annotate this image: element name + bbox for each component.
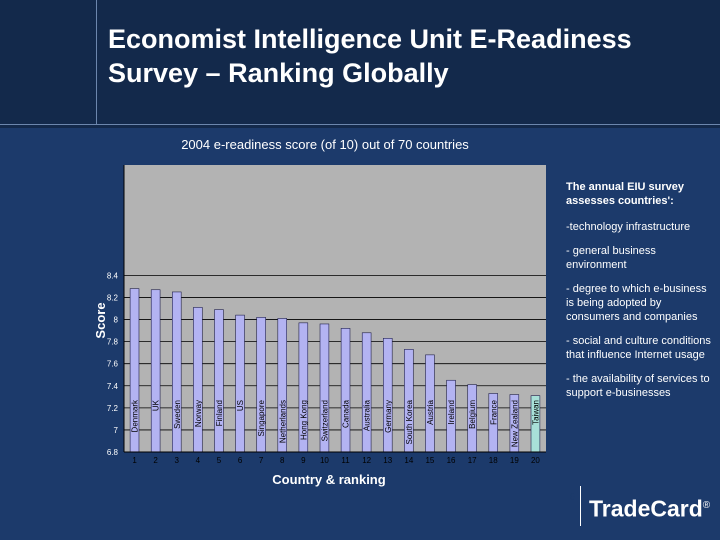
category-label: New Zealand [510, 400, 519, 447]
rank-label: 15 [425, 456, 434, 465]
category-label: Belgium [468, 400, 477, 429]
category-label: Denmark [131, 399, 140, 432]
category-label: South Korea [405, 399, 414, 444]
rank-label: 13 [383, 456, 392, 465]
category-label: UK [152, 399, 161, 411]
rank-label: 16 [447, 456, 456, 465]
category-label: Hong Kong [299, 400, 308, 440]
rank-label: 8 [280, 456, 285, 465]
rank-label: 3 [175, 456, 180, 465]
side-panel-item: - the availability of services to suppor… [566, 373, 710, 399]
category-label: Switzerland [320, 400, 329, 441]
y-axis-label: Score [93, 302, 108, 338]
bar [235, 314, 245, 453]
category-label: US [236, 400, 245, 411]
side-panel-item: - degree to which e-business is being ad… [566, 283, 707, 323]
slide-title: Economist Intelligence Unit E-Readiness … [108, 22, 708, 90]
side-panel-item: -technology infrastructure [566, 221, 691, 233]
plot-area [124, 165, 546, 452]
rank-label: 9 [301, 456, 306, 465]
rank-label: 4 [196, 456, 201, 465]
rank-label: 1 [132, 456, 137, 465]
category-label: Germany [384, 400, 393, 433]
bar-layer [129, 288, 541, 453]
y-tick-label: 7.8 [107, 338, 119, 347]
category-label: Norway [194, 400, 203, 427]
rank-label: 5 [217, 456, 222, 465]
bar [193, 307, 203, 453]
category-label: Taiwan [531, 400, 540, 425]
category-label: Australia [363, 399, 372, 431]
header-divider [0, 124, 720, 125]
category-label: France [489, 399, 498, 424]
header-divider-vertical [96, 0, 97, 124]
y-tick-label: 8 [114, 316, 119, 325]
category-label: Singapore [257, 399, 266, 436]
rank-label: 17 [468, 456, 477, 465]
category-label: Austria [426, 399, 435, 424]
side-panel-heading: The annual EIU survey assesses countries… [566, 181, 684, 207]
bar [214, 309, 224, 453]
rank-label: 14 [404, 456, 413, 465]
slide-title-line1: Economist Intelligence Unit E-Readiness [108, 24, 632, 54]
registered-mark: ® [702, 500, 711, 511]
rank-label: 10 [320, 456, 329, 465]
rank-label: 20 [531, 456, 540, 465]
y-tick-label: 7.4 [107, 382, 119, 391]
category-label: Sweden [173, 400, 182, 429]
bar [340, 328, 351, 453]
bar [383, 338, 393, 453]
rank-label: 11 [341, 456, 350, 465]
category-label: Ireland [447, 400, 456, 424]
x-axis-label: Country & ranking [272, 472, 385, 487]
header-bar [0, 0, 720, 128]
y-tick-label: 8.4 [107, 271, 119, 280]
y-tick-label: 8.2 [107, 293, 119, 302]
side-panel-item: - general business environment [566, 245, 656, 271]
rank-label: 18 [489, 456, 498, 465]
bar [361, 332, 372, 453]
page-number: 6 [569, 492, 575, 503]
rank-label: 19 [510, 456, 519, 465]
rank-label: 12 [362, 456, 371, 465]
y-tick-label: 7.6 [107, 360, 119, 369]
category-label: Finland [215, 400, 224, 426]
rank-label: 7 [259, 456, 264, 465]
bar [150, 289, 161, 453]
side-panel-item: - social and culture conditions that inf… [566, 335, 711, 361]
side-panel: The annual EIU survey assesses countries… [566, 180, 712, 410]
logo-text: TradeCard [589, 495, 703, 522]
axis-layer: 6.8 7 7.2 7.4 7.6 7.8 8 8.2 8.4 Denmark 1 UK 2 Sweden… [107, 165, 546, 465]
tradecard-logo: TradeCard® [580, 486, 719, 526]
rank-label: 2 [153, 456, 158, 465]
category-label: Netherlands [278, 400, 287, 443]
category-label: Canada [342, 399, 351, 428]
chart-title: 2004 e-readiness score (of 10) out of 70… [181, 137, 469, 152]
y-tick-label: 6.8 [107, 448, 119, 457]
slide-title-line2: Survey – Ranking Globally [108, 58, 449, 88]
y-tick-label: 7.2 [107, 404, 119, 413]
rank-label: 6 [238, 456, 243, 465]
y-tick-label: 7 [114, 426, 119, 435]
